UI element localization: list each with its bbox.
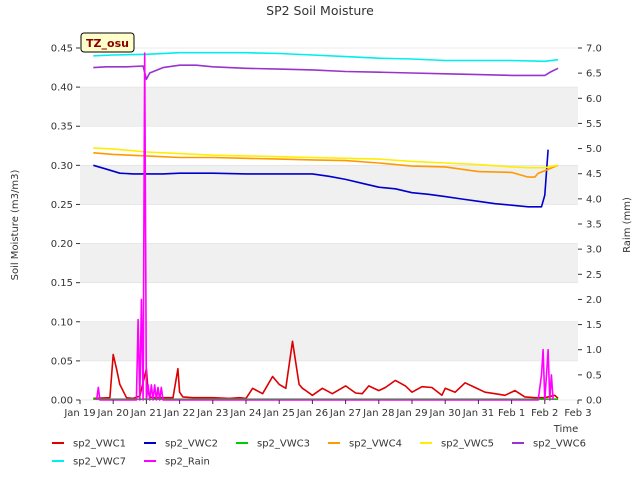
y2-tick-label: 1.0 bbox=[586, 345, 602, 356]
y-tick-label: 0.20 bbox=[51, 239, 73, 250]
series-line-sp2_VWC4 bbox=[93, 152, 559, 178]
legend-label: sp2_VWC2 bbox=[165, 439, 218, 450]
y-tick-label: 0.35 bbox=[51, 122, 73, 133]
grid-band bbox=[80, 243, 578, 283]
y-tick-label: 0.00 bbox=[51, 396, 73, 407]
y2-tick-label: 7.0 bbox=[586, 44, 602, 55]
x-tick-label: Feb 3 bbox=[564, 408, 591, 419]
x-tick-label: Jan 22 bbox=[163, 408, 195, 419]
x-tick-label: Jan 29 bbox=[395, 408, 427, 419]
y-tick-label: 0.45 bbox=[51, 44, 73, 55]
y2-tick-label: 1.5 bbox=[586, 320, 602, 331]
y-tick-label: 0.40 bbox=[51, 83, 73, 94]
site-label: TZ_osu bbox=[86, 37, 129, 50]
y2-tick-label: 2.0 bbox=[586, 295, 602, 306]
legend-label: sp2_VWC7 bbox=[73, 457, 126, 468]
x-tick-label: Jan 23 bbox=[196, 408, 228, 419]
grid-band bbox=[80, 321, 578, 361]
y2-tick-label: 3.5 bbox=[586, 220, 602, 231]
legend-label: sp2_VWC4 bbox=[349, 439, 402, 450]
series-line-sp2_Rain bbox=[95, 52, 554, 401]
series-line-sp2_VWC5 bbox=[93, 147, 559, 169]
y2-tick-label: 4.0 bbox=[586, 194, 602, 205]
legend-label: sp2_VWC6 bbox=[533, 439, 586, 450]
x-axis-label: Time bbox=[553, 424, 578, 435]
y2-tick-label: 5.0 bbox=[586, 144, 602, 155]
grid-band bbox=[80, 165, 578, 205]
x-tick-label: Jan 31 bbox=[462, 408, 494, 419]
x-tick-label: Jan 25 bbox=[263, 408, 295, 419]
y2-tick-label: 2.5 bbox=[586, 270, 602, 281]
y2-tick-label: 0.0 bbox=[586, 396, 602, 407]
site-label-box: TZ_osu bbox=[80, 32, 135, 53]
x-tick-label: Jan 20 bbox=[97, 408, 129, 419]
chart-title: SP2 Soil Moisture bbox=[266, 3, 374, 18]
y2-tick-label: 6.5 bbox=[586, 69, 602, 80]
series-line-sp2_VWC2 bbox=[93, 149, 549, 208]
y2-tick-label: 6.0 bbox=[586, 94, 602, 105]
y-tick-label: 0.15 bbox=[51, 278, 73, 289]
x-tick-label: Jan 21 bbox=[130, 408, 162, 419]
grid-bands bbox=[80, 47, 578, 401]
series-layer bbox=[93, 51, 559, 401]
y-axis-label: Soil Moisture (m3/m3) bbox=[10, 170, 21, 281]
series-line-sp2_VWC7 bbox=[93, 51, 559, 63]
legend-label: sp2_VWC3 bbox=[257, 439, 310, 450]
x-tick-label: Feb 2 bbox=[531, 408, 558, 419]
legend: sp2_VWC1 sp2_VWC2 sp2_VWC3 sp2_VWC4 sp2_VWC5… bbox=[52, 439, 586, 468]
x-tick-label: Jan 24 bbox=[229, 408, 261, 419]
y-tick-label: 0.30 bbox=[51, 161, 73, 172]
x-tick-label: Jan 30 bbox=[429, 408, 461, 419]
axes-layer: 0.00 0.05 0.10 0.15 0.20 0.25 0.30 0.35 0.40 0.45… bbox=[51, 44, 602, 420]
x-tick-label: Jan 27 bbox=[329, 408, 361, 419]
x-tick-label: Jan 19 bbox=[63, 408, 95, 419]
y2-tick-label: 5.5 bbox=[586, 119, 602, 130]
y-tick-label: 0.25 bbox=[51, 200, 73, 211]
x-tick-label: Jan 28 bbox=[362, 408, 394, 419]
y-tick-label: 0.05 bbox=[51, 356, 73, 367]
y2-tick-label: 0.5 bbox=[586, 370, 602, 381]
x-tick-label: Jan 26 bbox=[296, 408, 328, 419]
legend-label: sp2_VWC1 bbox=[73, 439, 126, 450]
y2-tick-label: 3.0 bbox=[586, 245, 602, 256]
grid-band bbox=[80, 87, 578, 127]
y-tick-label: 0.10 bbox=[51, 317, 73, 328]
legend-label: sp2_Rain bbox=[165, 457, 210, 468]
y2-tick-label: 4.5 bbox=[586, 169, 602, 180]
series-line-sp2_VWC6 bbox=[93, 64, 559, 81]
x-tick-label: Feb 1 bbox=[498, 408, 525, 419]
legend-label: sp2_VWC5 bbox=[441, 439, 494, 450]
y2-axis-label: Raim (mm) bbox=[622, 197, 633, 253]
